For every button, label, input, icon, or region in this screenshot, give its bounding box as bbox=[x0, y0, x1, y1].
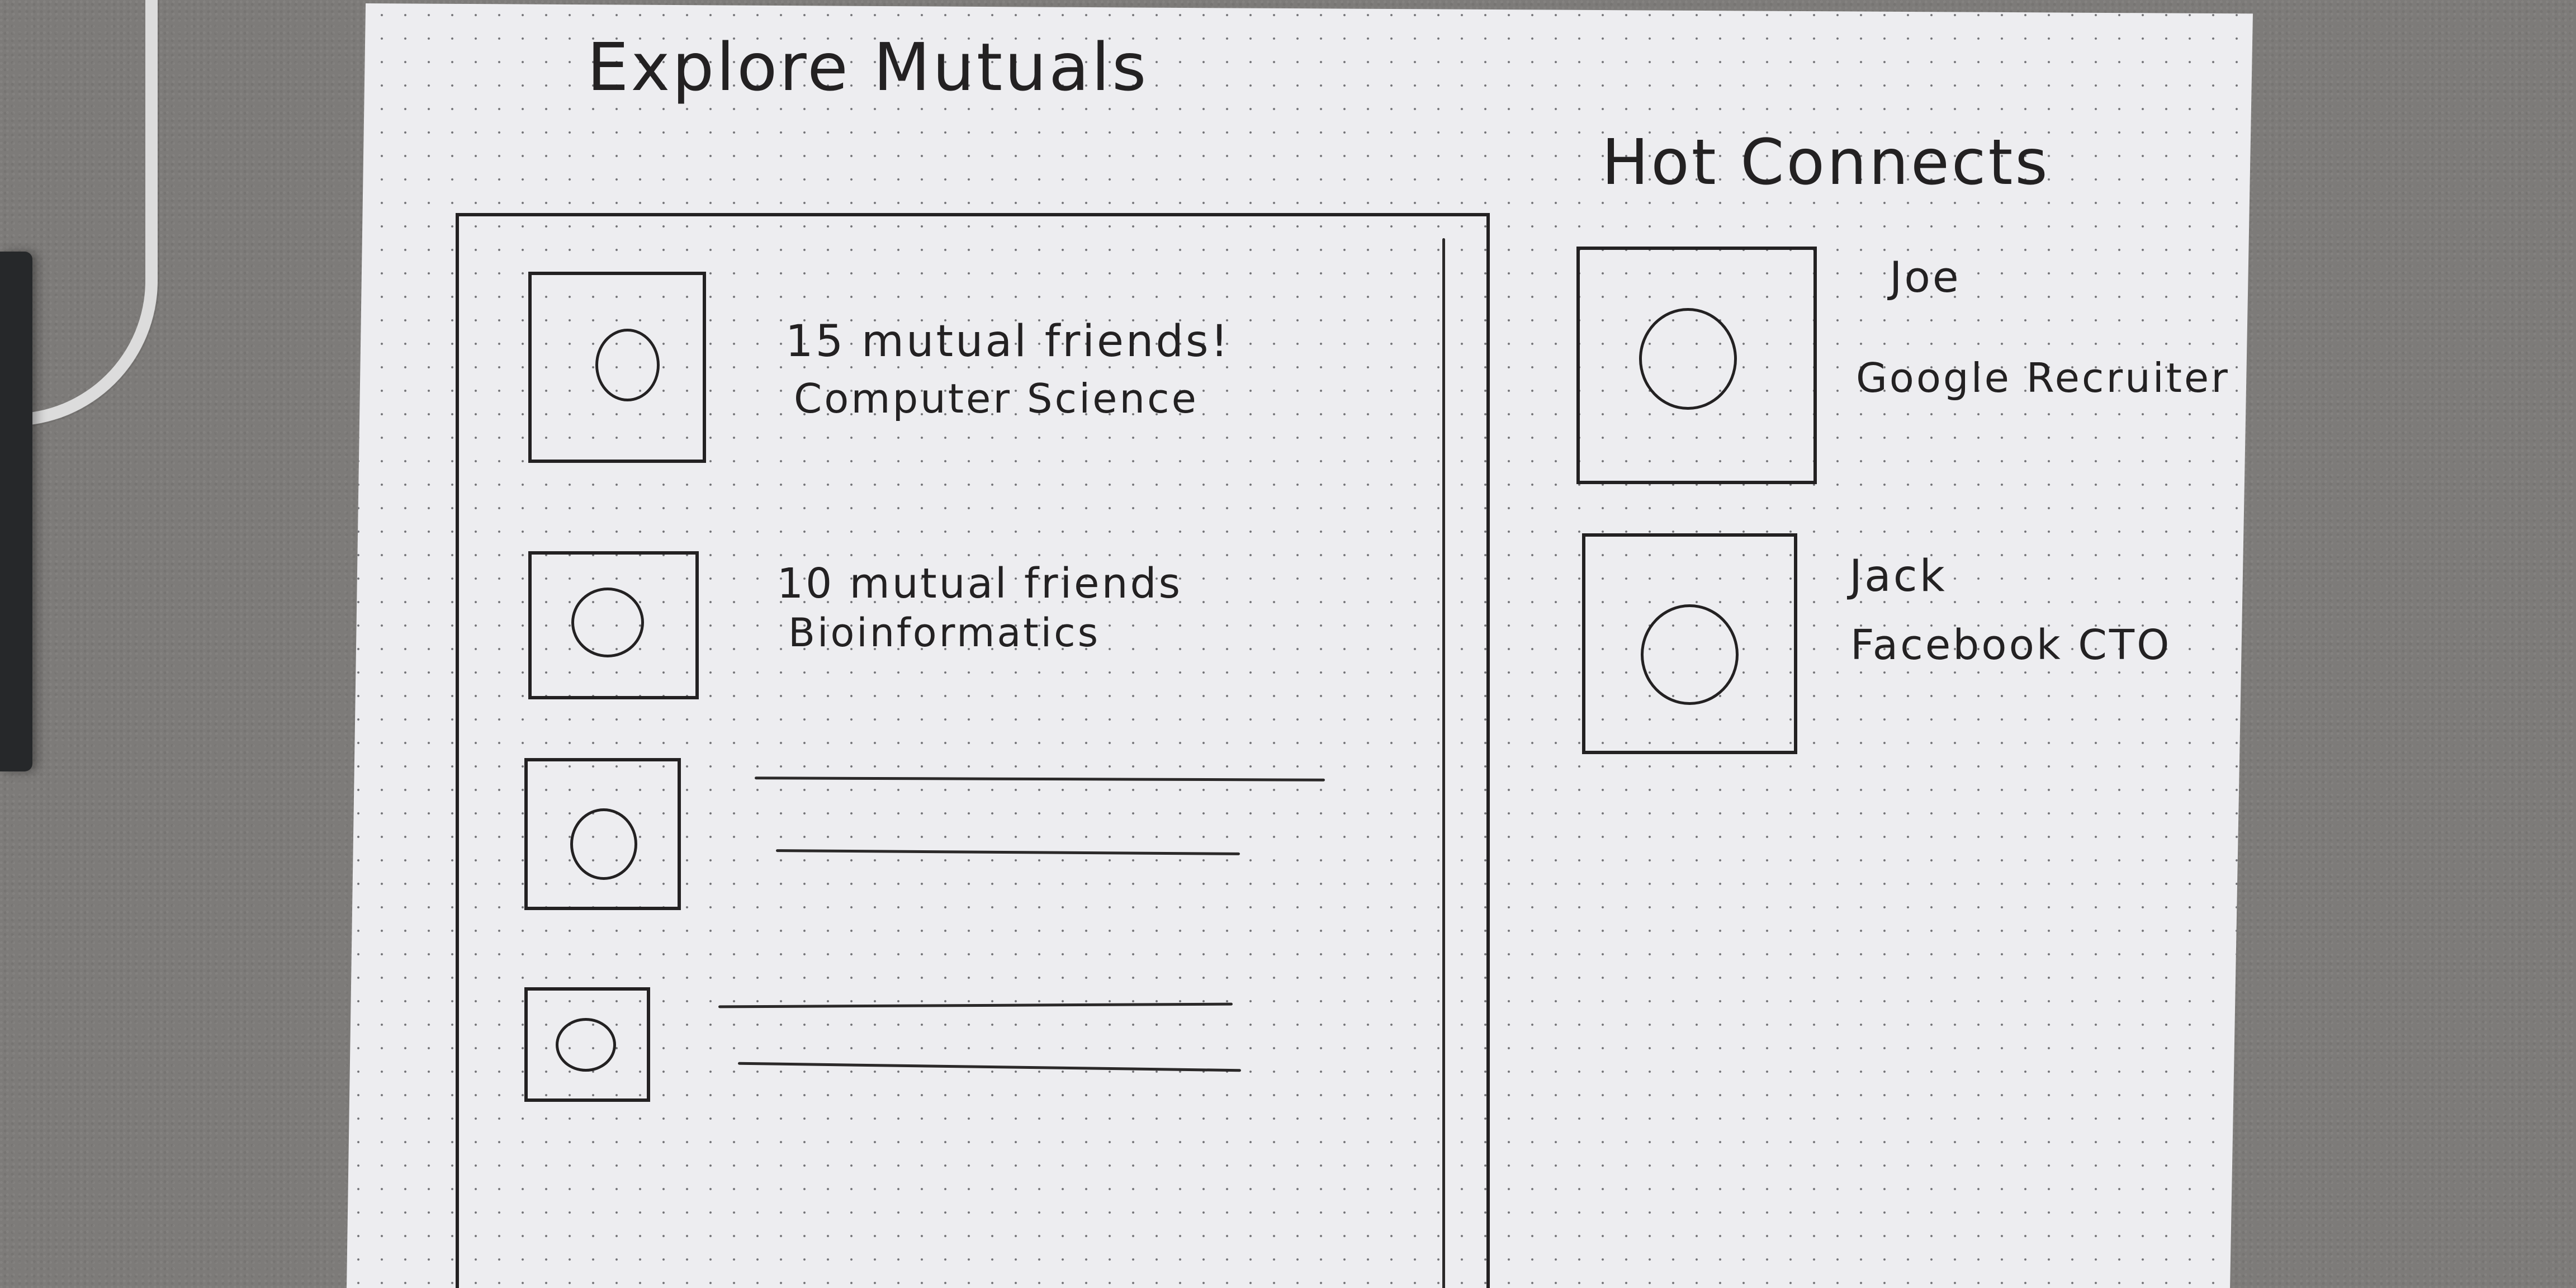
hot-connect-role: Google Recruiter bbox=[1856, 354, 2230, 401]
mutual-avatar-box bbox=[524, 987, 650, 1102]
avatar-placeholder-icon bbox=[571, 588, 644, 657]
mutual-avatar-box bbox=[528, 272, 706, 463]
mutual-count: 15 mutual friends! bbox=[785, 316, 1230, 367]
hot-connect-avatar-box bbox=[1576, 247, 1817, 484]
mutual-field: Bioinformatics bbox=[788, 610, 1101, 656]
mutual-avatar-box bbox=[528, 551, 699, 699]
avatar-placeholder-icon bbox=[556, 1018, 616, 1072]
page-title: Explore Mutuals bbox=[587, 29, 1149, 106]
mutual-avatar-box bbox=[524, 758, 681, 910]
avatar-placeholder-icon bbox=[595, 329, 660, 401]
hot-connect-avatar-box bbox=[1582, 533, 1797, 754]
hot-connect-role: Facebook CTO bbox=[1850, 621, 2172, 669]
avatar-placeholder-icon bbox=[570, 808, 637, 880]
mutual-field: Computer Science bbox=[794, 375, 1199, 422]
hot-connects-title: Hot Connects bbox=[1602, 126, 2050, 199]
mutual-count: 10 mutual friends bbox=[777, 560, 1183, 608]
paper-sketch: Explore Mutuals 15 mutual friends! Compu… bbox=[347, 3, 2253, 1288]
scrollbar-divider[interactable] bbox=[1442, 238, 1445, 1288]
mutuals-feed-panel[interactable] bbox=[456, 213, 1490, 1288]
hot-connect-name: Jack bbox=[1849, 551, 1947, 602]
avatar-placeholder-icon bbox=[1639, 308, 1737, 410]
hot-connect-name: Joe bbox=[1890, 252, 1961, 302]
avatar-placeholder-icon bbox=[1641, 604, 1739, 705]
desk-device bbox=[0, 252, 32, 771]
